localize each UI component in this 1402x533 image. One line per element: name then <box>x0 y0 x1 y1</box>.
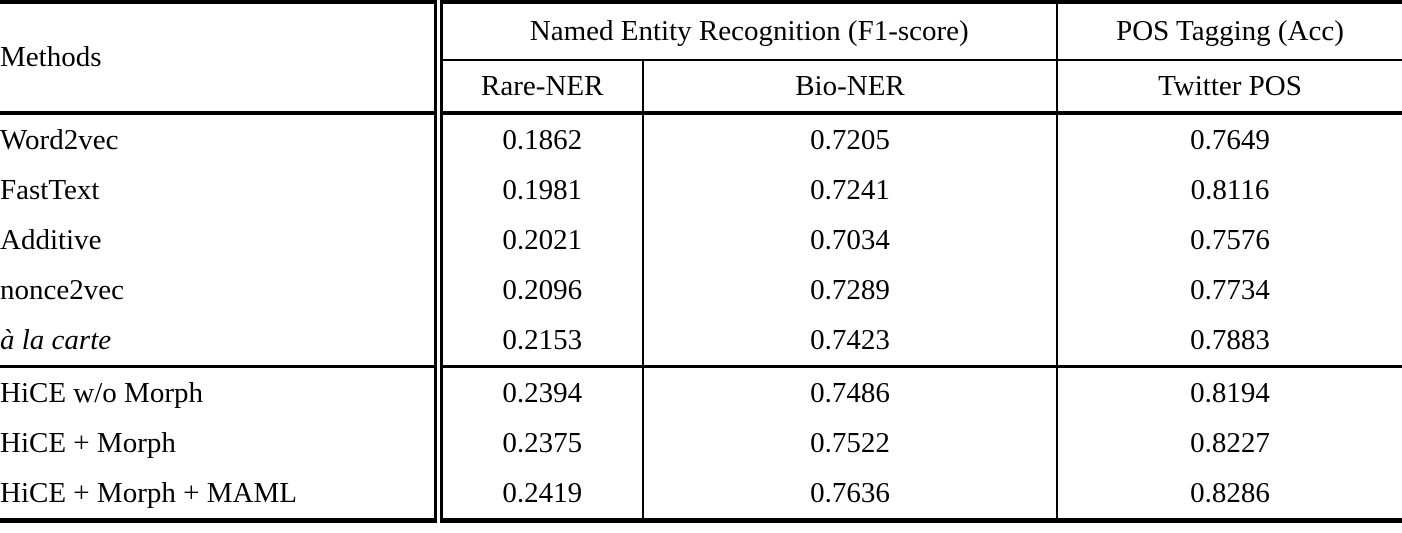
score-cell: 0.7734 <box>1056 265 1402 315</box>
table-row: HiCE + Morph 0.2375 0.7522 0.8227 <box>0 418 1402 468</box>
table-row: Word2vec 0.1862 0.7205 0.7649 <box>0 113 1402 165</box>
score-cell: 0.8116 <box>1056 165 1402 215</box>
ner-group-header: Named Entity Recognition (F1-score) <box>433 2 1057 61</box>
score-cell: 0.2394 <box>433 365 643 418</box>
score-cell: 0.7486 <box>642 365 1057 418</box>
table-row: FastText 0.1981 0.7241 0.8116 <box>0 165 1402 215</box>
column-header-twitter-pos: Twitter POS <box>1056 60 1402 115</box>
score-cell: 0.1862 <box>433 113 643 165</box>
header-row-groups: Methods Named Entity Recognition (F1-sco… <box>0 2 1402 115</box>
score-cell: 0.2096 <box>433 265 643 315</box>
score-cell: 0.7241 <box>642 165 1057 215</box>
method-name-cell: FastText <box>0 173 100 206</box>
methods-column-header: Methods <box>0 2 438 115</box>
method-name-cell: HiCE + Morph <box>0 426 176 459</box>
score-cell: 0.8286 <box>1056 468 1402 521</box>
results-table-body: Word2vec 0.1862 0.7205 0.7649 FastText 0.1981… <box>0 113 1402 521</box>
score-cell: 0.2153 <box>433 315 643 367</box>
score-cell: 0.2021 <box>433 215 643 265</box>
table-row: Additive 0.2021 0.7034 0.7576 <box>0 215 1402 265</box>
score-cell: 0.7205 <box>642 113 1057 165</box>
table-row: nonce2vec 0.2096 0.7289 0.7734 <box>0 265 1402 315</box>
score-cell: 0.7649 <box>1056 113 1402 165</box>
score-cell: 0.7522 <box>642 418 1057 468</box>
method-name-cell: HiCE w/o Morph <box>0 365 438 418</box>
score-cell: 0.7636 <box>642 468 1057 521</box>
column-header-rare-ner: Rare-NER <box>433 60 643 115</box>
method-name-cell: Additive <box>0 223 102 256</box>
table-row: à la carte 0.2153 0.7423 0.7883 <box>0 315 1402 367</box>
method-name-cell: HiCE + Morph + MAML <box>0 476 297 509</box>
score-cell: 0.2375 <box>433 418 643 468</box>
header-row-subcolumns: Rare-NER Bio-NER Twitter POS <box>0 60 1402 115</box>
score-cell: 0.7576 <box>1056 215 1402 265</box>
score-cell: 0.7883 <box>1056 315 1402 367</box>
score-cell: 0.1981 <box>433 165 643 215</box>
column-header-bio-ner: Bio-NER <box>642 60 1057 115</box>
method-name-cell: nonce2vec <box>0 273 124 306</box>
method-name-cell: à la carte <box>0 323 112 356</box>
score-cell: 0.7289 <box>642 265 1057 315</box>
score-cell: 0.2419 <box>433 468 643 521</box>
table-row: HiCE + Morph + MAML 0.2419 0.7636 0.8286 <box>0 468 1402 521</box>
pos-group-header: POS Tagging (Acc) <box>1056 2 1402 61</box>
score-cell: 0.7423 <box>642 315 1057 367</box>
score-cell: 0.7034 <box>642 215 1057 265</box>
score-cell: 0.8194 <box>1056 365 1402 418</box>
score-cell: 0.8227 <box>1056 418 1402 468</box>
table-row: HiCE w/o Morph 0.2394 0.7486 0.8194 <box>0 365 1402 418</box>
method-name-cell: Word2vec <box>0 123 119 156</box>
